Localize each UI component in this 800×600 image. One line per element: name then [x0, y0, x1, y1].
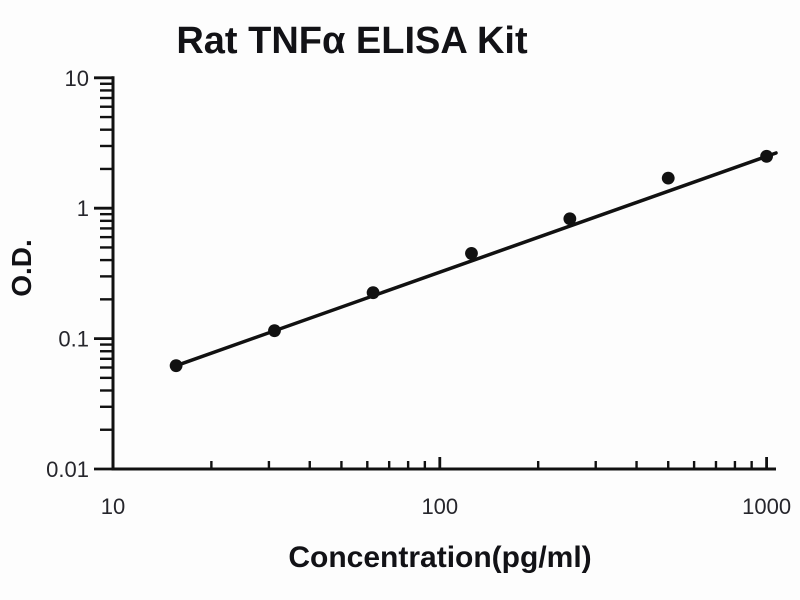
y-tick-label: 1	[77, 196, 89, 221]
data-point	[169, 359, 183, 373]
data-point	[760, 149, 773, 163]
x-axis-title: Concentration(pg/ml)	[288, 541, 592, 574]
trend-line	[174, 151, 778, 368]
y-tick-label: 0.01	[46, 457, 89, 482]
y-axis-title: O.D.	[6, 239, 37, 297]
data-point	[563, 212, 577, 226]
data-point	[366, 286, 380, 300]
y-tick-label: 0.1	[58, 327, 89, 352]
chart-title: Rat TNFα ELISA Kit	[176, 20, 528, 62]
data-point	[661, 171, 675, 185]
x-tick-label: 10	[101, 494, 125, 519]
x-tick-label: 1000	[742, 494, 791, 519]
data-point	[465, 247, 478, 260]
data-point	[268, 324, 281, 338]
y-tick-label: 10	[65, 66, 89, 91]
x-tick-label: 100	[421, 494, 458, 519]
